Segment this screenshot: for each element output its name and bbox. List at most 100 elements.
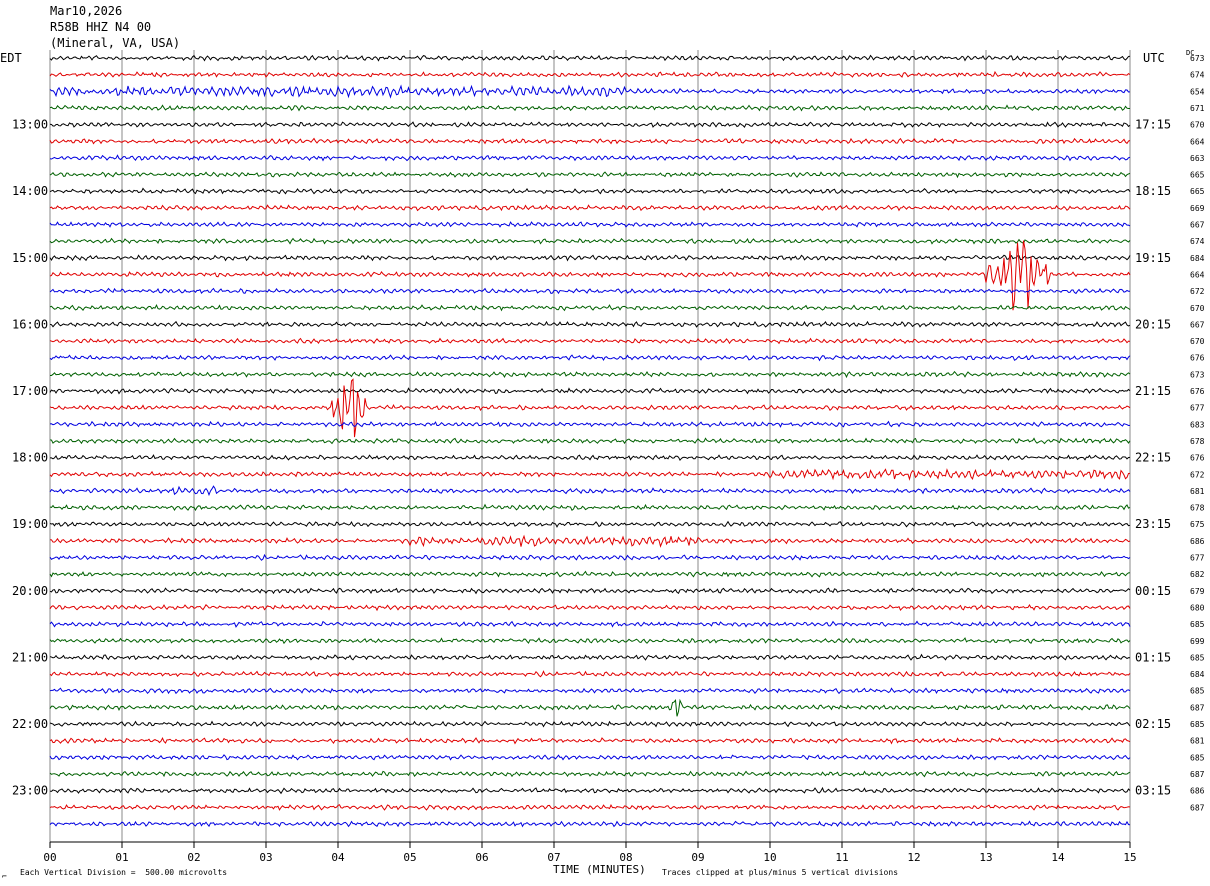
right-hour-label: 03:15 <box>1135 784 1171 798</box>
dc-offset-label: 678 <box>1190 437 1205 446</box>
x-tick-label: 04 <box>331 851 345 864</box>
trace-line <box>49 820 1131 828</box>
dc-offset-label: 667 <box>1190 221 1205 230</box>
trace-line <box>49 485 1131 497</box>
trace-line <box>49 84 1131 99</box>
dc-offset-label: 678 <box>1190 504 1205 513</box>
trace-line <box>49 320 1131 328</box>
dc-offset-label: 677 <box>1190 404 1205 413</box>
trace-line <box>49 534 1131 548</box>
dc-column-title: DC <box>1186 49 1195 57</box>
trace-line <box>49 786 1131 795</box>
dc-offset-label: 679 <box>1190 587 1205 596</box>
dc-offset-label: 682 <box>1190 570 1205 579</box>
trace-line <box>49 370 1131 379</box>
dc-offset-label: 687 <box>1190 803 1205 812</box>
dc-offset-label: 684 <box>1190 670 1205 679</box>
trace-line <box>49 754 1131 761</box>
x-tick-label: 14 <box>1051 851 1065 864</box>
clip-note: Traces clipped at plus/minus 5 vertical … <box>662 868 899 877</box>
x-tick-label: 08 <box>619 851 632 864</box>
x-tick-label: 03 <box>259 851 272 864</box>
x-tick-label: 10 <box>763 851 776 864</box>
x-tick-label: 11 <box>835 851 848 864</box>
trace-line <box>49 137 1131 145</box>
dc-offset-label: 685 <box>1190 687 1205 696</box>
trace-line <box>49 121 1131 128</box>
x-axis-title: TIME (MINUTES) <box>553 863 646 876</box>
trace-line <box>49 104 1131 112</box>
x-tick-label: 15 <box>1123 851 1136 864</box>
dc-offset-label: 664 <box>1190 270 1205 279</box>
trace-line <box>49 240 1131 311</box>
trace-line <box>49 70 1131 78</box>
station-id: R58B HHZ N4 00 <box>50 20 152 34</box>
right-hour-label: 21:15 <box>1135 384 1171 398</box>
trace-line <box>49 354 1131 362</box>
right-hour-label: 22:15 <box>1135 451 1171 465</box>
dc-offset-label: 667 <box>1190 320 1205 329</box>
dc-offset-label: 674 <box>1190 71 1205 80</box>
right-hour-label: 23:15 <box>1135 517 1171 531</box>
trace-line <box>49 387 1131 395</box>
logo-mark: ⌐ <box>2 872 7 881</box>
x-tick-label: 07 <box>547 851 560 864</box>
dc-offset-label: 685 <box>1190 753 1205 762</box>
trace-line <box>49 653 1131 661</box>
dc-offset-label: 685 <box>1190 620 1205 629</box>
dc-offset-label: 669 <box>1190 204 1205 213</box>
trace-line <box>49 637 1131 645</box>
trace-line <box>49 420 1131 428</box>
dc-offset-label: 670 <box>1190 121 1205 130</box>
trace-line <box>49 804 1131 811</box>
seismic-traces <box>49 54 1131 828</box>
trace-line <box>49 171 1131 179</box>
x-tick-label: 13 <box>979 851 992 864</box>
trace-line <box>49 570 1131 578</box>
dc-offset-label: 676 <box>1190 454 1205 463</box>
trace-line <box>49 553 1131 561</box>
right-hour-label: 18:15 <box>1135 184 1171 198</box>
minute-gridlines <box>49 50 1131 848</box>
trace-line <box>49 221 1131 228</box>
trace-line <box>49 587 1131 595</box>
dc-offset-label: 685 <box>1190 653 1205 662</box>
trace-line <box>49 54 1131 62</box>
trace-line <box>49 468 1131 481</box>
dc-offset-label: 672 <box>1190 287 1205 296</box>
trace-line <box>49 204 1131 212</box>
dc-offset-label: 665 <box>1190 187 1205 196</box>
left-hour-label: 15:00 <box>12 251 48 265</box>
right-hour-label: 17:15 <box>1135 118 1171 132</box>
dc-offset-label: 676 <box>1190 354 1205 363</box>
dc-offset-label: 685 <box>1190 720 1205 729</box>
trace-line <box>49 620 1131 628</box>
dc-offset-label: 699 <box>1190 637 1205 646</box>
left-hour-label: 20:00 <box>12 584 48 598</box>
x-tick-label: 00 <box>43 851 56 864</box>
station-location: (Mineral, VA, USA) <box>50 36 181 50</box>
trace-line <box>49 437 1131 445</box>
trace-line <box>49 337 1131 345</box>
right-timezone-label: UTC <box>1143 51 1165 65</box>
dc-offset-label: 684 <box>1190 254 1205 263</box>
dc-offset-label: 677 <box>1190 554 1205 563</box>
trace-line <box>49 287 1131 295</box>
trace-line <box>49 454 1131 462</box>
left-hour-label: 17:00 <box>12 384 48 398</box>
right-hour-label: 02:15 <box>1135 717 1171 731</box>
dc-offset-label: 670 <box>1190 337 1205 346</box>
dc-offset-label: 665 <box>1190 171 1205 180</box>
dc-offset-label: 687 <box>1190 770 1205 779</box>
trace-line <box>49 254 1131 262</box>
trace-line <box>49 520 1131 528</box>
left-hour-label: 16:00 <box>12 317 48 331</box>
dc-offset-label: 675 <box>1190 520 1205 529</box>
dc-offset-label: 674 <box>1190 237 1205 246</box>
dc-offset-label: 681 <box>1190 487 1205 496</box>
trace-line <box>49 737 1131 745</box>
dc-offset-label: 671 <box>1190 104 1205 113</box>
trace-line <box>49 237 1131 245</box>
axis-labels: 00 01 02 03 04 05 06 07 08 09 10 11 12 13 14 15 673 674 65… <box>12 54 1205 864</box>
